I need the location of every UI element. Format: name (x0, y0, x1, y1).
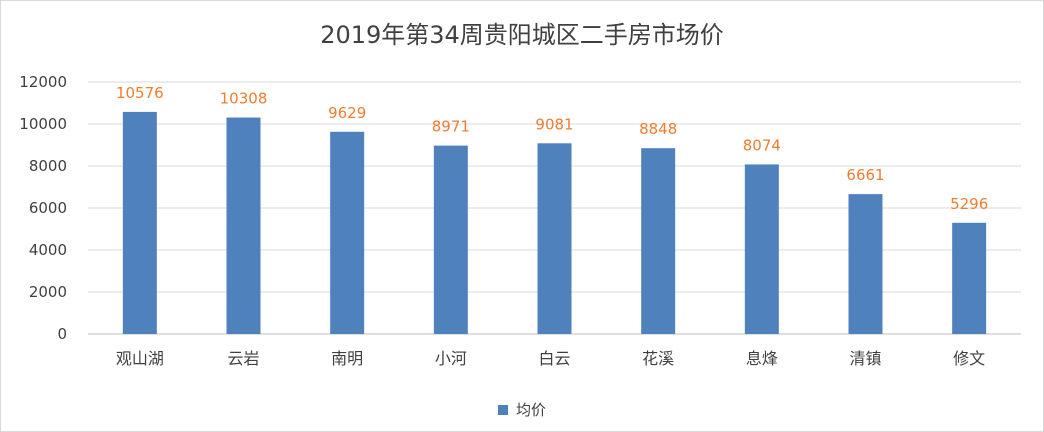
y-tick-label: 4000 (29, 241, 67, 259)
data-label-0: 10576 (116, 84, 164, 102)
category-label-6: 息烽 (746, 349, 778, 368)
category-label-1: 云岩 (227, 349, 259, 368)
legend-swatch (497, 404, 508, 415)
y-axis-ticks: 0 2000 4000 6000 8000 10000 12000 (19, 73, 67, 343)
data-label-8: 5296 (950, 195, 988, 213)
category-label-2: 南明 (331, 349, 363, 368)
data-label-5: 8848 (639, 120, 677, 138)
data-labels: 10576 10308 9629 8971 9081 8848 8074 6661 5296 (116, 84, 988, 213)
bar-1 (226, 117, 261, 334)
y-tick-label: 10000 (19, 115, 67, 133)
y-tick-label: 12000 (19, 73, 67, 91)
y-tick-label: 0 (57, 325, 67, 343)
legend: 均价 (1, 399, 1043, 420)
data-label-3: 8971 (432, 118, 470, 136)
bar-3 (433, 145, 468, 334)
bar-8 (952, 222, 987, 334)
bar-7 (848, 194, 883, 334)
chart-title: 2019年第34周贵阳城区二手房市场价 (320, 21, 724, 49)
legend-label: 均价 (515, 401, 546, 419)
category-label-8: 修文 (953, 349, 985, 368)
data-label-2: 9629 (328, 104, 366, 122)
category-label-0: 观山湖 (116, 349, 164, 368)
data-label-1: 10308 (220, 90, 268, 108)
data-label-7: 6661 (846, 166, 884, 184)
x-axis-categories: 观山湖 云岩 南明 小河 白云 花溪 息烽 清镇 修文 (116, 349, 985, 368)
y-tick-label: 2000 (29, 283, 67, 301)
bar-6 (744, 164, 779, 334)
category-label-4: 白云 (538, 349, 570, 368)
y-tick-label: 6000 (29, 199, 67, 217)
category-label-7: 清镇 (849, 349, 881, 368)
category-label-3: 小河 (435, 349, 467, 368)
data-label-4: 9081 (535, 115, 573, 133)
bars (122, 111, 987, 335)
category-label-5: 花溪 (642, 349, 674, 368)
bar-0 (122, 111, 157, 335)
bar-5 (641, 148, 676, 334)
bar-4 (537, 143, 572, 334)
data-label-6: 8074 (743, 136, 781, 154)
y-tick-label: 8000 (29, 157, 67, 175)
bar-2 (330, 131, 365, 334)
